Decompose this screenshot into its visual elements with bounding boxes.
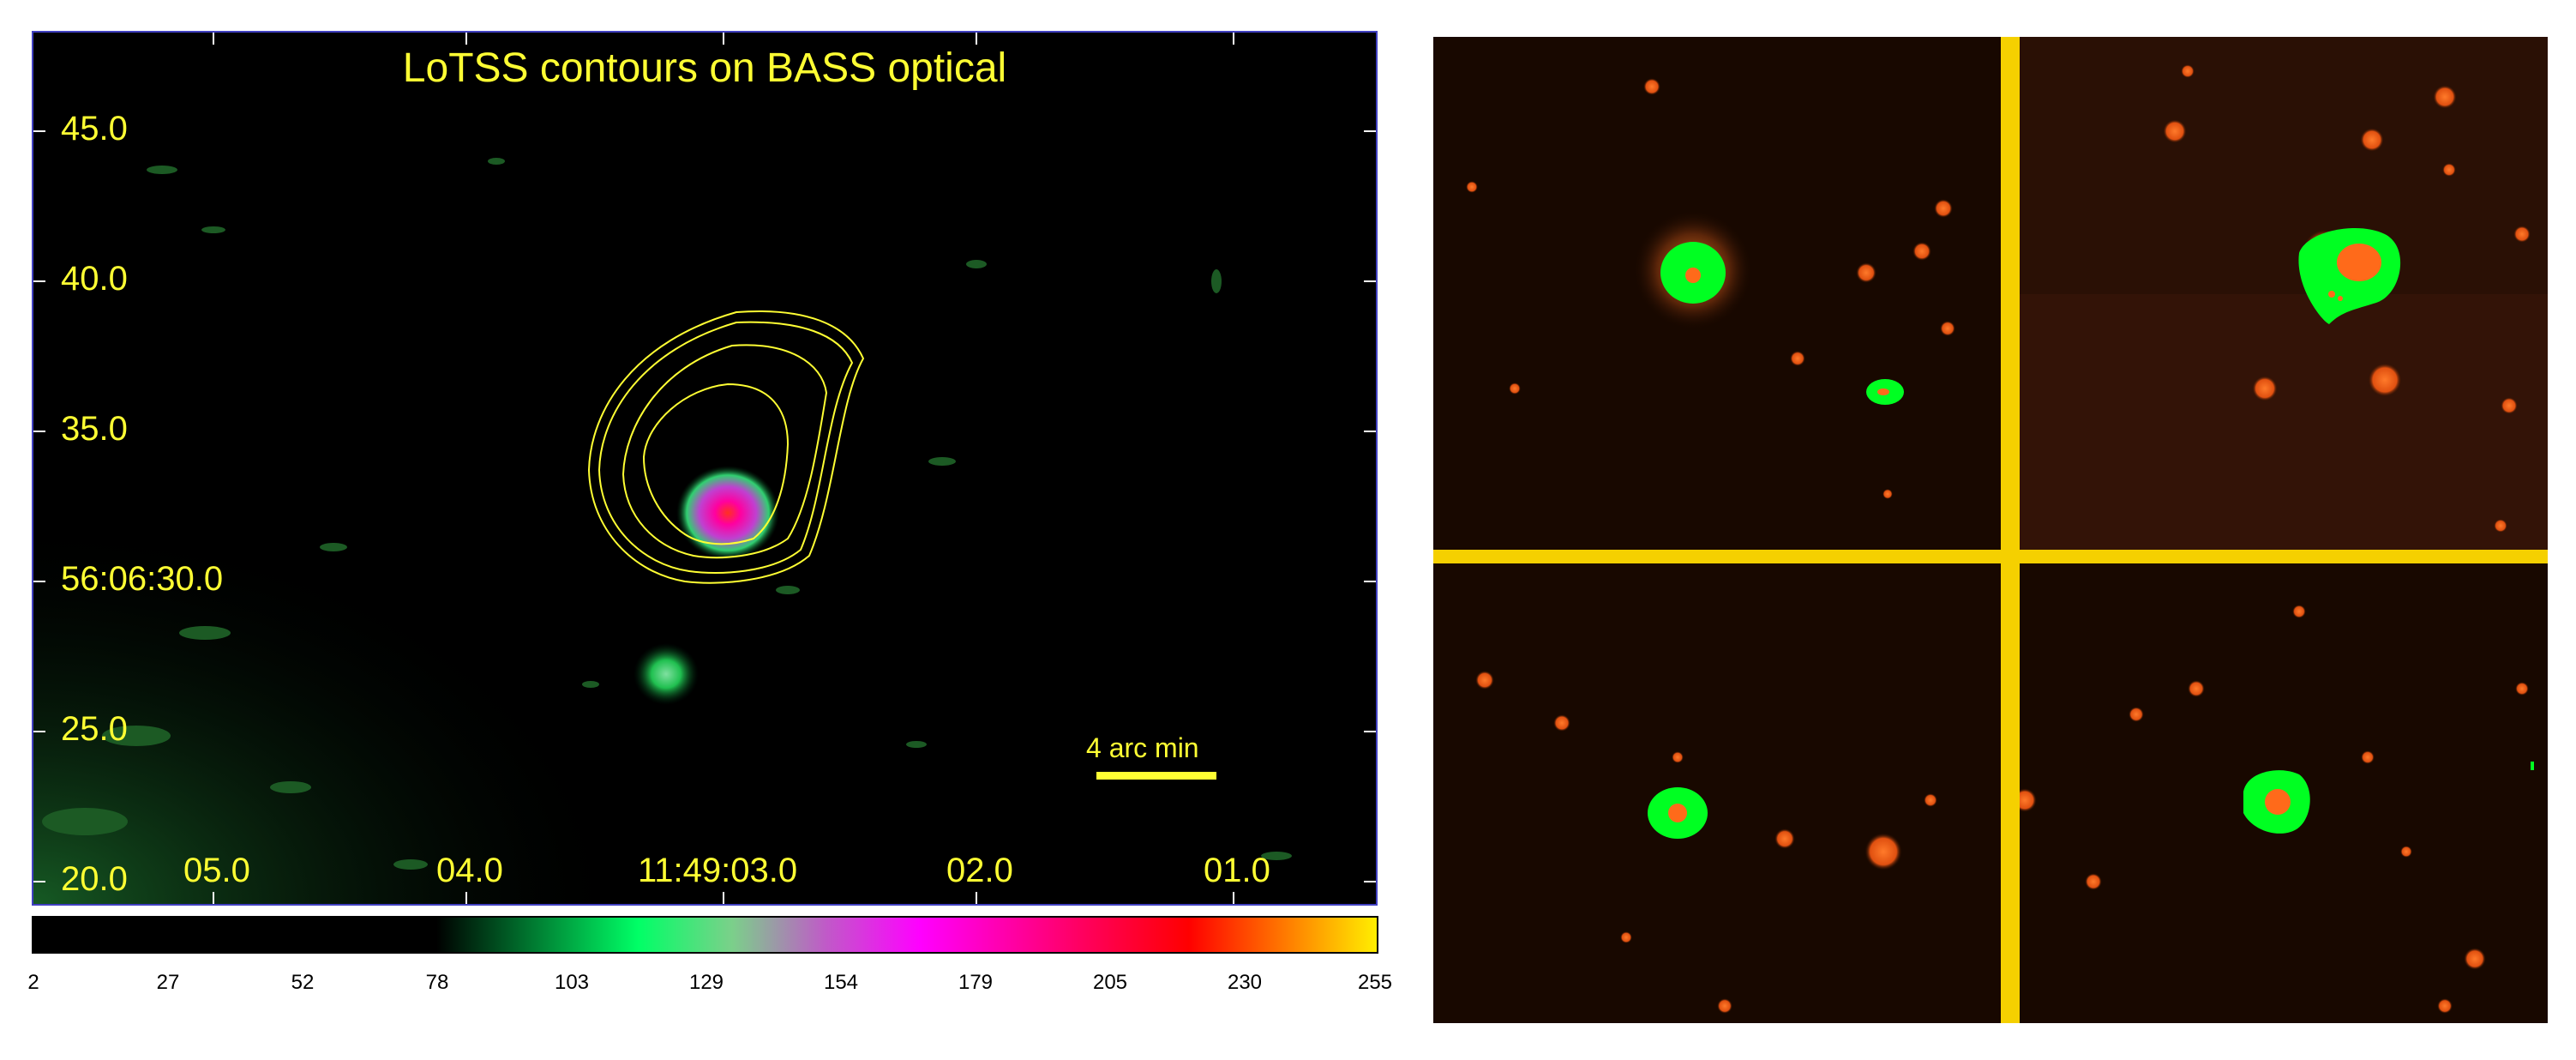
colorbar-tick: 205 bbox=[1092, 971, 1128, 994]
ra-tick-label: 05.0 bbox=[183, 852, 250, 889]
crosshair-horizontal bbox=[1433, 550, 2548, 563]
background-noise bbox=[33, 33, 1376, 904]
scalebar bbox=[1096, 772, 1216, 780]
colorbar-tick: 78 bbox=[425, 971, 449, 994]
dec-tick-label: 25.0 bbox=[61, 710, 128, 748]
target-galaxy bbox=[676, 466, 779, 560]
tick-marks bbox=[33, 33, 1376, 904]
companion-source bbox=[633, 643, 699, 705]
dec-tick-label: 35.0 bbox=[61, 410, 128, 448]
radio-source-overlays bbox=[1648, 228, 2534, 839]
noise-speckles bbox=[42, 158, 1292, 870]
ra-tick-label: 01.0 bbox=[1204, 852, 1270, 889]
image-canvas bbox=[33, 33, 1376, 904]
colorbar-tick: 103 bbox=[554, 971, 590, 994]
colorbar-tick: 179 bbox=[958, 971, 994, 994]
colorbar-tick: 230 bbox=[1227, 971, 1263, 994]
optical-mosaic-image bbox=[1433, 37, 2548, 1023]
crosshair-vertical bbox=[2001, 37, 2020, 1023]
colorbar-tick: 52 bbox=[291, 971, 315, 994]
panel-title: LoTSS contours on BASS optical bbox=[402, 45, 1007, 91]
ra-tick-label: 11:49:03.0 bbox=[638, 852, 798, 889]
crosshair bbox=[1433, 37, 2548, 1023]
radio-contours bbox=[587, 310, 865, 584]
colorbar-tick: 2 bbox=[27, 971, 39, 994]
radio-optical-image: LoTSS contours on BASS optical 45.0 40.0… bbox=[32, 31, 1378, 906]
colorbar-tick: 129 bbox=[688, 971, 724, 994]
colorbar-tick: 255 bbox=[1357, 971, 1393, 994]
ra-tick-label: 04.0 bbox=[436, 852, 503, 889]
scalebar-label: 4 arc min bbox=[1086, 732, 1199, 763]
dec-tick-label: 20.0 bbox=[61, 860, 128, 898]
quadrant-glow bbox=[2012, 294, 2548, 551]
colorbar bbox=[32, 916, 1378, 954]
colorbar-tick: 154 bbox=[823, 971, 859, 994]
dec-tick-label: 40.0 bbox=[61, 260, 128, 298]
ra-tick-label: 02.0 bbox=[946, 852, 1013, 889]
colorbar-tick: 27 bbox=[156, 971, 180, 994]
dec-tick-label: 45.0 bbox=[61, 110, 128, 148]
mosaic-canvas bbox=[1433, 37, 2548, 1023]
dec-tick-label: 56:06:30.0 bbox=[61, 560, 224, 598]
